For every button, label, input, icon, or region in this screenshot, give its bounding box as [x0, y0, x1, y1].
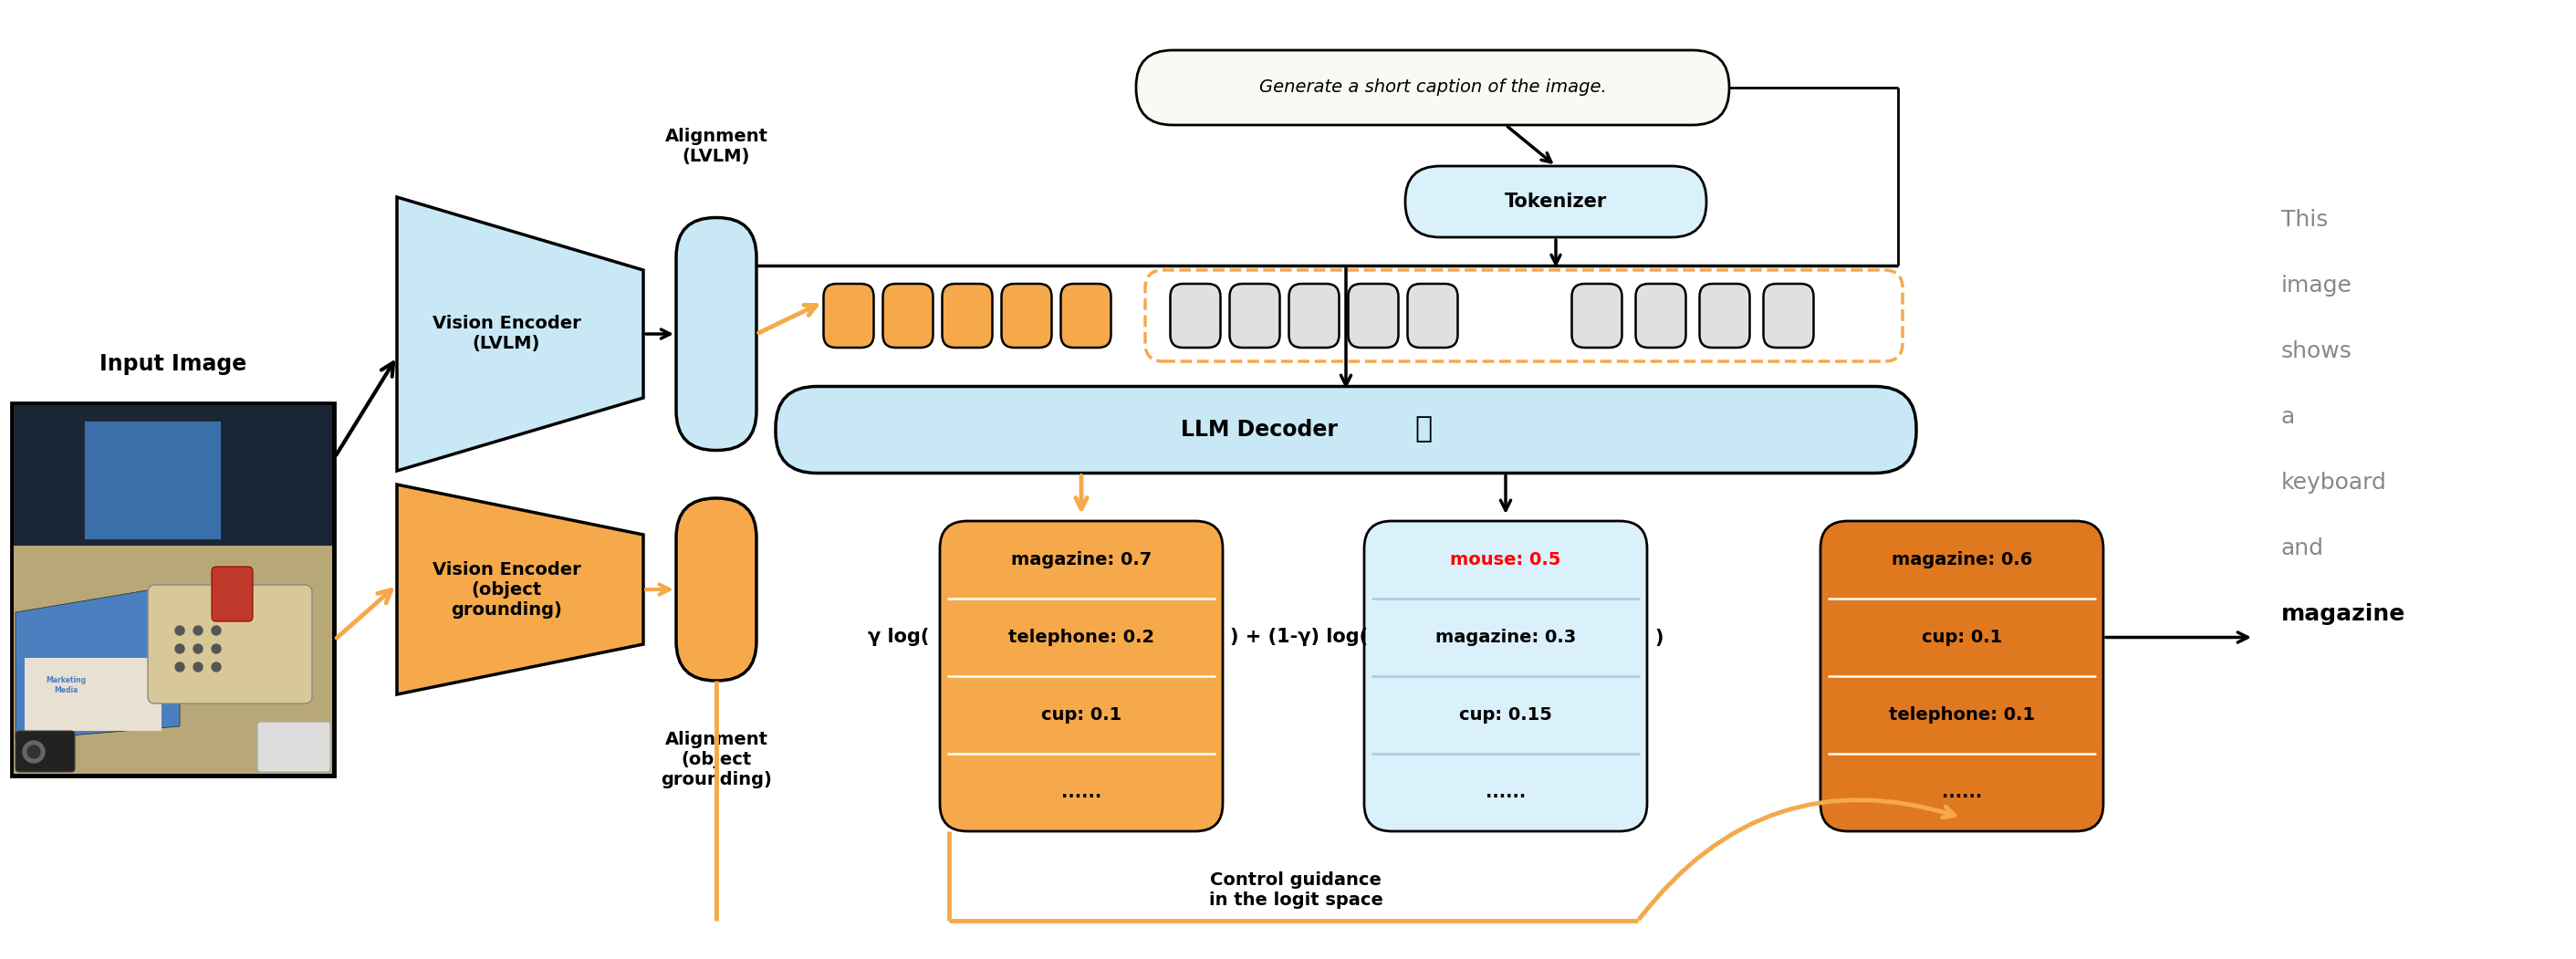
Text: Alignment
(object
grounding): Alignment (object grounding) — [659, 731, 773, 788]
Circle shape — [193, 644, 204, 653]
Text: magazine: 0.7: magazine: 0.7 — [1010, 551, 1151, 569]
Text: Vision Encoder
(LVLM): Vision Encoder (LVLM) — [433, 316, 580, 353]
FancyBboxPatch shape — [1765, 284, 1814, 348]
Circle shape — [211, 663, 222, 671]
Polygon shape — [397, 484, 644, 694]
Text: Vision Encoder
(object
grounding): Vision Encoder (object grounding) — [433, 561, 580, 619]
Text: Alignment
(LVLM): Alignment (LVLM) — [665, 128, 768, 165]
Circle shape — [211, 626, 222, 635]
FancyBboxPatch shape — [258, 722, 330, 772]
Text: ......: ...... — [1486, 784, 1525, 801]
FancyBboxPatch shape — [1406, 284, 1458, 348]
FancyBboxPatch shape — [675, 218, 757, 451]
FancyBboxPatch shape — [1002, 284, 1051, 348]
FancyBboxPatch shape — [10, 403, 335, 777]
FancyBboxPatch shape — [943, 284, 992, 348]
Text: Tokenizer: Tokenizer — [1504, 193, 1607, 211]
FancyBboxPatch shape — [1571, 284, 1623, 348]
Text: cup: 0.1: cup: 0.1 — [1041, 706, 1121, 724]
Circle shape — [193, 626, 204, 635]
FancyBboxPatch shape — [1406, 166, 1705, 237]
Polygon shape — [397, 198, 644, 471]
Text: ): ) — [1654, 628, 1664, 646]
Text: LLM Decoder: LLM Decoder — [1180, 419, 1337, 441]
Text: ......: ...... — [1061, 784, 1103, 801]
FancyBboxPatch shape — [1061, 284, 1110, 348]
FancyBboxPatch shape — [147, 585, 312, 704]
FancyBboxPatch shape — [13, 546, 332, 774]
FancyBboxPatch shape — [675, 499, 757, 681]
Text: image: image — [2282, 274, 2352, 296]
Text: keyboard: keyboard — [2282, 472, 2388, 494]
FancyBboxPatch shape — [1365, 521, 1646, 831]
Text: Control guidance
in the logit space: Control guidance in the logit space — [1208, 872, 1383, 909]
Circle shape — [23, 741, 44, 762]
Text: shows: shows — [2282, 340, 2352, 363]
FancyBboxPatch shape — [1136, 50, 1728, 125]
Text: ) + (1-γ) log(: ) + (1-γ) log( — [1231, 628, 1368, 646]
Text: telephone: 0.1: telephone: 0.1 — [1888, 706, 2035, 724]
Text: magazine: magazine — [2282, 603, 2406, 625]
FancyBboxPatch shape — [85, 421, 222, 539]
Text: γ log(: γ log( — [868, 628, 930, 646]
FancyBboxPatch shape — [26, 658, 162, 731]
FancyBboxPatch shape — [1700, 284, 1749, 348]
Text: Marketing
Media: Marketing Media — [46, 676, 85, 694]
Text: ......: ...... — [1942, 784, 1981, 801]
FancyBboxPatch shape — [211, 567, 252, 621]
FancyBboxPatch shape — [1229, 284, 1280, 348]
Text: magazine: 0.6: magazine: 0.6 — [1891, 551, 2032, 569]
Text: Generate a short caption of the image.: Generate a short caption of the image. — [1260, 79, 1607, 96]
Text: This: This — [2282, 209, 2329, 231]
Text: and: and — [2282, 537, 2324, 559]
FancyBboxPatch shape — [15, 731, 75, 772]
Circle shape — [211, 644, 222, 653]
Text: cup: 0.15: cup: 0.15 — [1458, 706, 1553, 724]
Text: a: a — [2282, 406, 2295, 428]
FancyBboxPatch shape — [1146, 270, 1904, 362]
Circle shape — [28, 745, 41, 759]
FancyBboxPatch shape — [1347, 284, 1399, 348]
FancyBboxPatch shape — [824, 284, 873, 348]
Circle shape — [193, 663, 204, 671]
FancyBboxPatch shape — [13, 405, 332, 549]
Text: mouse: 0.5: mouse: 0.5 — [1450, 551, 1561, 569]
FancyBboxPatch shape — [1288, 284, 1340, 348]
FancyBboxPatch shape — [940, 521, 1224, 831]
Text: 🤖: 🤖 — [1414, 415, 1432, 444]
FancyBboxPatch shape — [1821, 521, 2105, 831]
Circle shape — [175, 626, 185, 635]
Polygon shape — [15, 585, 180, 740]
FancyBboxPatch shape — [775, 386, 1917, 473]
FancyBboxPatch shape — [1636, 284, 1685, 348]
Text: cup: 0.1: cup: 0.1 — [1922, 629, 2002, 646]
Text: magazine: 0.3: magazine: 0.3 — [1435, 629, 1577, 646]
Text: Input Image: Input Image — [100, 353, 247, 375]
FancyBboxPatch shape — [1170, 284, 1221, 348]
Circle shape — [175, 644, 185, 653]
Circle shape — [175, 663, 185, 671]
Text: telephone: 0.2: telephone: 0.2 — [1007, 629, 1154, 646]
FancyBboxPatch shape — [884, 284, 933, 348]
